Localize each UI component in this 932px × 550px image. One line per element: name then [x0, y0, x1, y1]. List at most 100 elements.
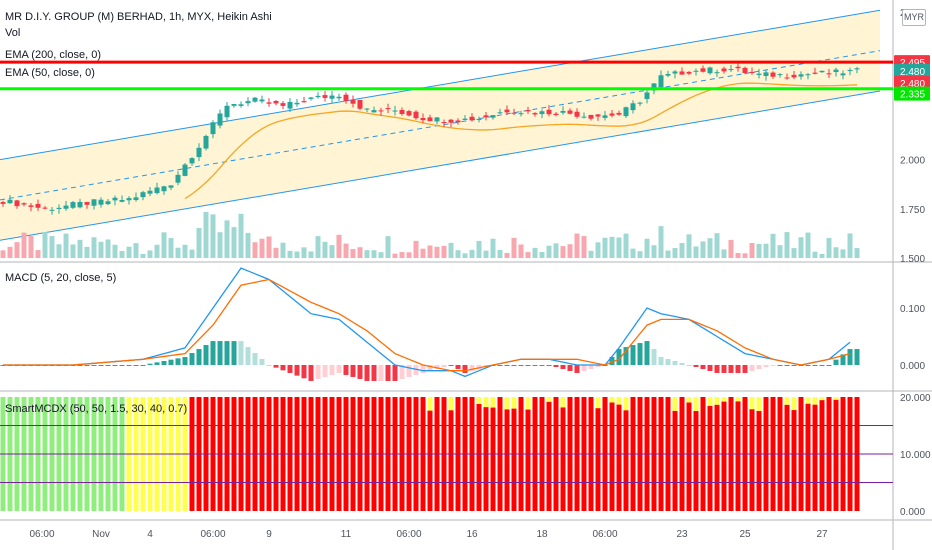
legend-ema200[interactable]: EMA (200, close, 0)	[5, 49, 101, 61]
macd-histogram-bar	[497, 365, 503, 366]
volume-bar	[203, 211, 209, 258]
candle-body	[56, 207, 62, 209]
smartmcdx-title[interactable]: SmartMCDX (50, 50, 1.5, 30, 40, 0.7)	[5, 403, 188, 415]
macd-histogram-bar	[154, 362, 160, 365]
macd-histogram-bar	[833, 359, 839, 365]
volume-bar	[707, 238, 713, 258]
volume-bar	[847, 233, 853, 258]
macd-histogram-bar	[259, 359, 265, 365]
volume-bar	[588, 250, 594, 258]
candle-body	[728, 69, 734, 71]
candle-body	[287, 101, 293, 109]
mcdx-bar-top	[504, 397, 510, 410]
volume-bar	[826, 237, 832, 258]
candle-body	[553, 113, 559, 116]
candle-body	[231, 103, 237, 106]
candle-body	[329, 95, 335, 99]
macd-histogram-bar	[714, 365, 720, 373]
candle-body	[735, 66, 741, 69]
currency-badge[interactable]: MYR	[902, 9, 926, 26]
volume-bar	[336, 234, 342, 258]
macd-histogram-bar	[742, 365, 748, 373]
macd-title[interactable]: MACD (5, 20, close, 5)	[5, 272, 117, 284]
volume-bar	[49, 236, 55, 258]
candle-body	[161, 186, 167, 192]
volume-bar	[308, 251, 314, 258]
candle-body	[567, 110, 573, 114]
candle-body	[518, 113, 524, 115]
legend-vol[interactable]: Vol	[5, 27, 21, 39]
candle-body	[168, 185, 174, 188]
time-axis-tick: 11	[341, 529, 352, 540]
macd-histogram-bar	[574, 365, 580, 373]
candle-body	[840, 73, 846, 76]
mcdx-axis-tick: 0.000	[900, 507, 925, 518]
candle-body	[378, 110, 384, 112]
volume-bar	[665, 250, 671, 258]
volume-bar	[658, 226, 664, 258]
macd-histogram-bar	[840, 354, 846, 365]
candle-body	[602, 115, 608, 118]
candle-body	[371, 110, 377, 113]
candle-body	[658, 75, 664, 88]
candle-body	[273, 100, 279, 104]
macd-histogram-bar	[77, 365, 83, 366]
candle-body	[511, 112, 517, 114]
macd-histogram-bar	[518, 365, 524, 366]
volume-bar	[77, 239, 83, 258]
price-label-box	[894, 75, 930, 90]
candle-body	[77, 201, 83, 208]
regression-channel-fill	[0, 10, 880, 241]
time-axis-tick: 27	[816, 529, 828, 540]
candle-body	[133, 197, 139, 200]
candle-body	[14, 200, 20, 207]
volume-bar	[343, 243, 349, 258]
price-label-text: 2.480	[900, 79, 925, 90]
time-axis-tick: 9	[266, 529, 272, 540]
channel-lower-line	[0, 90, 881, 241]
macd-histogram-bar	[301, 365, 307, 379]
macd-histogram-bar	[777, 365, 783, 366]
volume-bar	[686, 234, 692, 258]
macd-histogram-bar	[539, 365, 545, 366]
macd-histogram-bar	[287, 365, 293, 373]
candle-body	[721, 68, 727, 72]
macd-histogram-bar	[91, 365, 97, 366]
volume-bar	[483, 250, 489, 258]
mcdx-bar-top	[819, 397, 825, 401]
candle-body	[812, 72, 818, 74]
candle-body	[490, 115, 496, 118]
legend-ema50[interactable]: EMA (50, close, 0)	[5, 67, 95, 79]
volume-bar	[301, 247, 307, 258]
candle-body	[154, 187, 160, 194]
candle-body	[315, 95, 321, 98]
candle-body	[301, 101, 307, 103]
candle-body	[609, 113, 615, 116]
volume-bar	[266, 236, 272, 258]
volume-bar	[434, 246, 440, 258]
volume-bar	[770, 233, 776, 258]
candle-body	[798, 74, 804, 77]
volume-bar	[329, 245, 335, 258]
candle-body	[217, 113, 223, 126]
mcdx-bar-top	[812, 397, 818, 405]
mcdx-axis-tick: 10.000	[900, 450, 931, 461]
volume-bar	[420, 248, 426, 258]
macd-histogram-bar	[637, 343, 643, 365]
volume-bar	[14, 242, 20, 258]
candle-body	[749, 71, 755, 74]
macd-histogram-bar	[784, 365, 790, 366]
volume-bar	[455, 250, 461, 258]
candle-body	[777, 74, 783, 76]
candle-body	[532, 113, 538, 115]
candle-body	[280, 103, 286, 106]
macd-histogram-bar	[84, 365, 90, 366]
volume-bar	[518, 244, 524, 258]
candle-body	[574, 111, 580, 117]
macd-histogram-bar	[756, 365, 762, 369]
candle-body	[420, 118, 426, 121]
candle-body	[399, 109, 405, 114]
macd-histogram-bar	[350, 365, 356, 377]
macd-histogram-bar	[399, 365, 405, 379]
